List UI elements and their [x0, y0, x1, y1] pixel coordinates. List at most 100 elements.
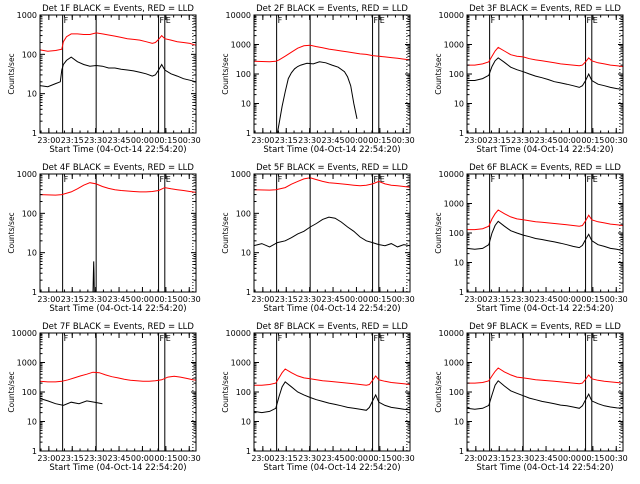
x-tick-label: 23:00 [251, 454, 274, 463]
y-tick-label: 10 [27, 418, 37, 427]
x-tick-label: 00:15 [581, 454, 604, 463]
x-tick-label: 00:15 [154, 454, 177, 463]
y-axis-label: Counts/sec [7, 212, 16, 253]
events-series-line [276, 61, 358, 134]
y-tick-label: 10000 [12, 329, 37, 338]
marker-label: F [160, 16, 165, 25]
events-series-line [39, 398, 103, 406]
y-axis-label: Counts/sec [434, 212, 443, 253]
x-tick-label: 23:15 [488, 295, 511, 304]
x-tick-label: 23:00 [251, 295, 274, 304]
y-tick-label: 1000 [444, 359, 464, 368]
y-tick-label: 100 [22, 50, 37, 59]
panel-title: Det 2F BLACK = Events, RED = LLD [256, 4, 408, 14]
lld-series-line [467, 209, 624, 231]
panel-title: Det 5F BLACK = Events, RED = LLD [256, 163, 408, 173]
y-tick-label: 10 [241, 249, 251, 258]
y-tick-label: 100 [22, 388, 37, 397]
y-tick-label: 10000 [226, 329, 251, 338]
y-axis-label: Counts/sec [221, 371, 230, 412]
x-tick-label: 23:30 [298, 136, 321, 145]
x-tick-label: 00:00 [558, 136, 581, 145]
marker-label: F [374, 16, 379, 25]
x-tick-label: 23:15 [488, 454, 511, 463]
x-tick-label: 00:00 [345, 295, 368, 304]
marker-label: F [587, 175, 592, 184]
y-tick-label: 10 [27, 90, 37, 99]
y-tick-label: 100 [449, 70, 464, 79]
x-tick-label: 23:45 [322, 454, 345, 463]
x-tick-label: 23:00 [464, 136, 487, 145]
events-series-line [253, 216, 411, 248]
marker-label: F [278, 334, 283, 343]
y-tick-label: 10000 [226, 11, 251, 20]
marker-label: F [64, 175, 69, 184]
x-tick-label: 23:30 [84, 454, 107, 463]
y-tick-label: 100 [236, 209, 251, 218]
y-tick-label: 10 [454, 100, 464, 109]
x-tick-label: 00:00 [345, 136, 368, 145]
y-tick-label: 100 [449, 388, 464, 397]
y-tick-label: 1000 [17, 170, 37, 179]
marker-label: E [380, 175, 385, 184]
x-tick-label: 00:15 [154, 136, 177, 145]
x-tick-label: 00:00 [558, 454, 581, 463]
y-tick-label: 10 [27, 249, 37, 258]
lld-series-line [467, 367, 624, 385]
x-tick-label: 00:30 [605, 136, 628, 145]
y-tick-label: 100 [236, 70, 251, 79]
marker-label: E [593, 16, 598, 25]
y-tick-label: 1000 [444, 41, 464, 50]
y-tick-label: 100 [22, 209, 37, 218]
x-tick-label: 00:15 [581, 136, 604, 145]
x-tick-label: 23:15 [61, 136, 84, 145]
x-axis-label: Start Time (04-Oct-14 22:54:20) [476, 463, 613, 473]
lld-series-line [253, 44, 411, 63]
x-tick-label: 00:30 [392, 136, 415, 145]
lld-series-line [254, 368, 411, 386]
panel-title: Det 9F BLACK = Events, RED = LLD [469, 322, 621, 332]
y-axis-label: Counts/sec [7, 371, 16, 412]
x-tick-label: 00:00 [345, 454, 368, 463]
marker-label: F [587, 334, 592, 343]
plot-frame [39, 14, 197, 134]
y-tick-label: 1 [246, 288, 251, 297]
lld-series-line [39, 32, 197, 52]
x-tick-label: 23:30 [511, 136, 534, 145]
plot-frame [253, 332, 411, 452]
marker-label: F [374, 175, 379, 184]
y-tick-label: 100 [236, 388, 251, 397]
x-tick-label: 23:30 [298, 454, 321, 463]
x-tick-label: 23:30 [511, 295, 534, 304]
x-tick-label: 23:15 [61, 454, 84, 463]
x-tick-label: 00:30 [392, 454, 415, 463]
y-tick-label: 1000 [231, 170, 251, 179]
y-tick-label: 1000 [231, 41, 251, 50]
x-tick-label: 23:45 [322, 295, 345, 304]
y-tick-label: 1 [459, 288, 464, 297]
y-tick-label: 10000 [439, 329, 464, 338]
x-tick-label: 23:15 [488, 136, 511, 145]
marker-label: E [166, 334, 171, 343]
x-tick-label: 00:00 [131, 136, 154, 145]
y-tick-label: 1 [459, 129, 464, 138]
x-tick-label: 00:30 [178, 454, 201, 463]
marker-label: F [491, 16, 496, 25]
y-tick-label: 1000 [17, 11, 37, 20]
y-tick-label: 100 [449, 229, 464, 238]
plot-frame [39, 173, 197, 293]
events-series-line [466, 380, 624, 410]
x-tick-label: 23:45 [108, 295, 131, 304]
lld-series-line [39, 182, 197, 196]
y-tick-label: 1000 [17, 359, 37, 368]
y-tick-label: 1 [32, 288, 37, 297]
marker-label: E [166, 16, 171, 25]
marker-label: F [587, 16, 592, 25]
